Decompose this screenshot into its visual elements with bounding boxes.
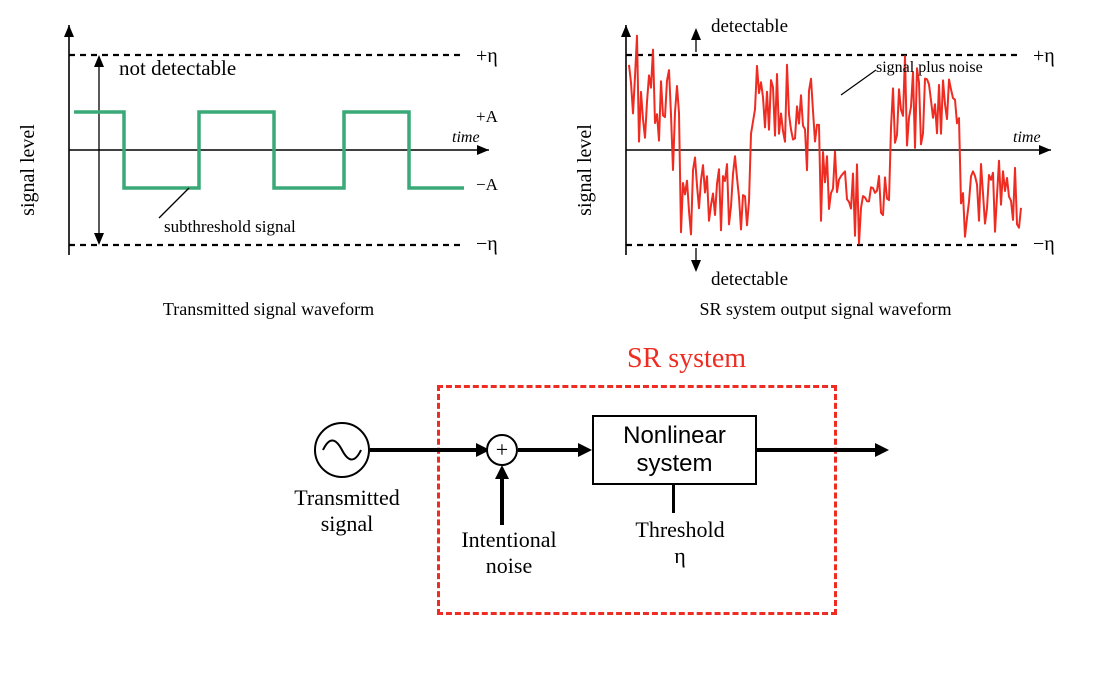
right-caption: SR system output signal waveform [567,299,1084,320]
block-diagram: SR system + Nonlinear system Transmitted… [197,335,897,625]
nonlinear-line1: Nonlinear [623,422,726,450]
plus-A-left: +A [476,107,499,126]
intentional-noise-label: Intentional noise [449,527,569,579]
minus-A-left: −A [476,175,499,194]
right-ylabel: signal level [574,124,596,216]
not-detectable-label: not detectable [119,56,236,80]
transmitted-signal-label: Transmitted signal [277,485,417,537]
detectable-top: detectable [711,16,788,37]
right-xlabel: time [1013,129,1041,146]
minus-eta-left: −η [476,233,498,255]
right-chart: signal level time detectable [571,10,1081,290]
adder-icon: + [486,434,518,466]
signal-plus-noise: signal plus noise [876,59,983,76]
plus-eta-left: +η [476,45,498,67]
detectable-bottom: detectable [711,269,788,290]
left-xlabel: time [452,129,480,146]
sr-system-title: SR system [627,343,746,375]
subthreshold-label: subthreshold signal [164,217,296,236]
threshold-label: Threshold η [615,517,745,569]
source-icon [314,422,370,478]
nonlinear-system-box: Nonlinear system [592,415,757,485]
left-chart: signal level time [14,10,524,290]
plus-eta-right: +η [1033,45,1055,67]
minus-eta-right: −η [1033,233,1055,255]
left-ylabel: signal level [17,124,39,216]
left-caption: Transmitted signal waveform [10,299,527,320]
nonlinear-line2: system [636,450,712,478]
